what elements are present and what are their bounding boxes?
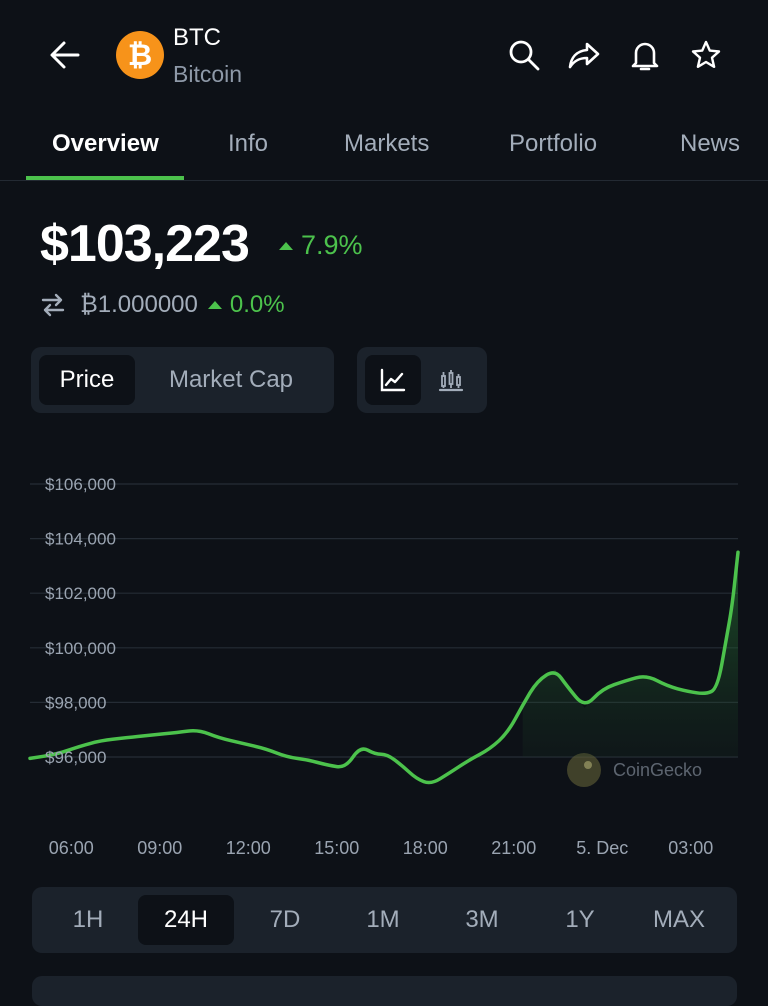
range-1y-button[interactable]: 1Y [565, 906, 595, 933]
market-cap-toggle-button[interactable]: Market Cap [168, 366, 294, 393]
range-1h-button[interactable]: 1H [72, 906, 104, 933]
swap-icon[interactable] [40, 292, 66, 318]
btc-value: ₿1.000000 [80, 291, 198, 318]
range-7d-button[interactable]: 7D [269, 906, 301, 933]
active-tab-indicator [26, 176, 184, 180]
x-axis-tick-label: 09:00 [137, 838, 182, 858]
bell-icon[interactable] [628, 38, 662, 72]
tab-markets[interactable]: Markets [344, 130, 430, 157]
star-icon[interactable] [689, 38, 723, 72]
range-1m-button[interactable]: 1M [366, 906, 400, 933]
share-icon[interactable] [567, 38, 601, 72]
y-axis-tick-label: $98,000 [45, 693, 106, 712]
price-chart-svg: CoinGecko $106,000 $104,000 $102,000 $100,0… [28, 475, 740, 858]
time-range-selector: 1H 24H 7D 1M 3M 1Y MAX [32, 887, 737, 953]
coin-name: Bitcoin [173, 61, 243, 87]
coin-symbol: BTC [173, 24, 221, 51]
x-axis-tick-label: 03:00 [668, 838, 713, 858]
y-axis-tick-label: $96,000 [45, 748, 106, 767]
price-toggle-button[interactable]: Price [39, 355, 135, 405]
tab-portfolio[interactable]: Portfolio [509, 130, 598, 157]
x-axis-tick-label: 12:00 [226, 838, 271, 858]
range-3m-button[interactable]: 3M [465, 906, 499, 933]
up-triangle-icon [279, 241, 293, 250]
candlestick-icon[interactable] [423, 355, 479, 405]
price-line [28, 550, 740, 785]
btc-price-row: ₿1.000000 0.0% [40, 291, 285, 319]
search-icon[interactable] [507, 38, 541, 72]
y-axis-tick-label: $100,000 [45, 639, 116, 658]
y-axis-tick-label: $104,000 [45, 530, 116, 549]
x-axis-tick-label: 5. Dec [576, 838, 628, 858]
price-area [522, 552, 738, 757]
stats-card [32, 976, 737, 1006]
btc-change-value: 0.0% [229, 291, 285, 318]
tab-overview[interactable]: Overview [52, 130, 159, 157]
tab-news[interactable]: News [680, 130, 741, 157]
back-arrow-icon[interactable] [48, 38, 82, 72]
price-change-value: 7.9% [301, 230, 363, 260]
tab-bar: Overview Info Markets Portfolio News [0, 118, 768, 180]
price-chart[interactable]: CoinGecko $106,000 $104,000 $102,000 $100,0… [0, 440, 768, 870]
x-axis-tick-label: 18:00 [403, 838, 448, 858]
up-triangle-icon [207, 301, 222, 309]
y-axis-tick-label: $102,000 [45, 584, 116, 603]
line-chart-icon[interactable] [365, 355, 421, 405]
tab-info[interactable]: Info [228, 130, 269, 157]
current-price: $103,223 [40, 215, 250, 273]
range-24h-button[interactable]: 24H [138, 895, 234, 945]
price-change: 7.9% [279, 230, 363, 261]
watermark-text: CoinGecko [613, 760, 702, 780]
y-axis-tick-label: $106,000 [45, 475, 116, 494]
x-axis-tick-label: 15:00 [314, 838, 359, 858]
x-axis-tick-label: 06:00 [49, 838, 94, 858]
divider [0, 180, 768, 181]
range-max-button[interactable]: MAX [652, 906, 705, 933]
chart-metric-toggle: Price Market Cap [31, 347, 334, 413]
btc-change: 0.0% [207, 291, 285, 319]
x-axis-tick-label: 21:00 [491, 838, 536, 858]
chart-style-toggle [357, 347, 487, 413]
bitcoin-logo-icon: ₿ [116, 31, 164, 79]
coingecko-logo-icon [567, 753, 601, 787]
coingecko-watermark: CoinGecko [567, 753, 702, 787]
